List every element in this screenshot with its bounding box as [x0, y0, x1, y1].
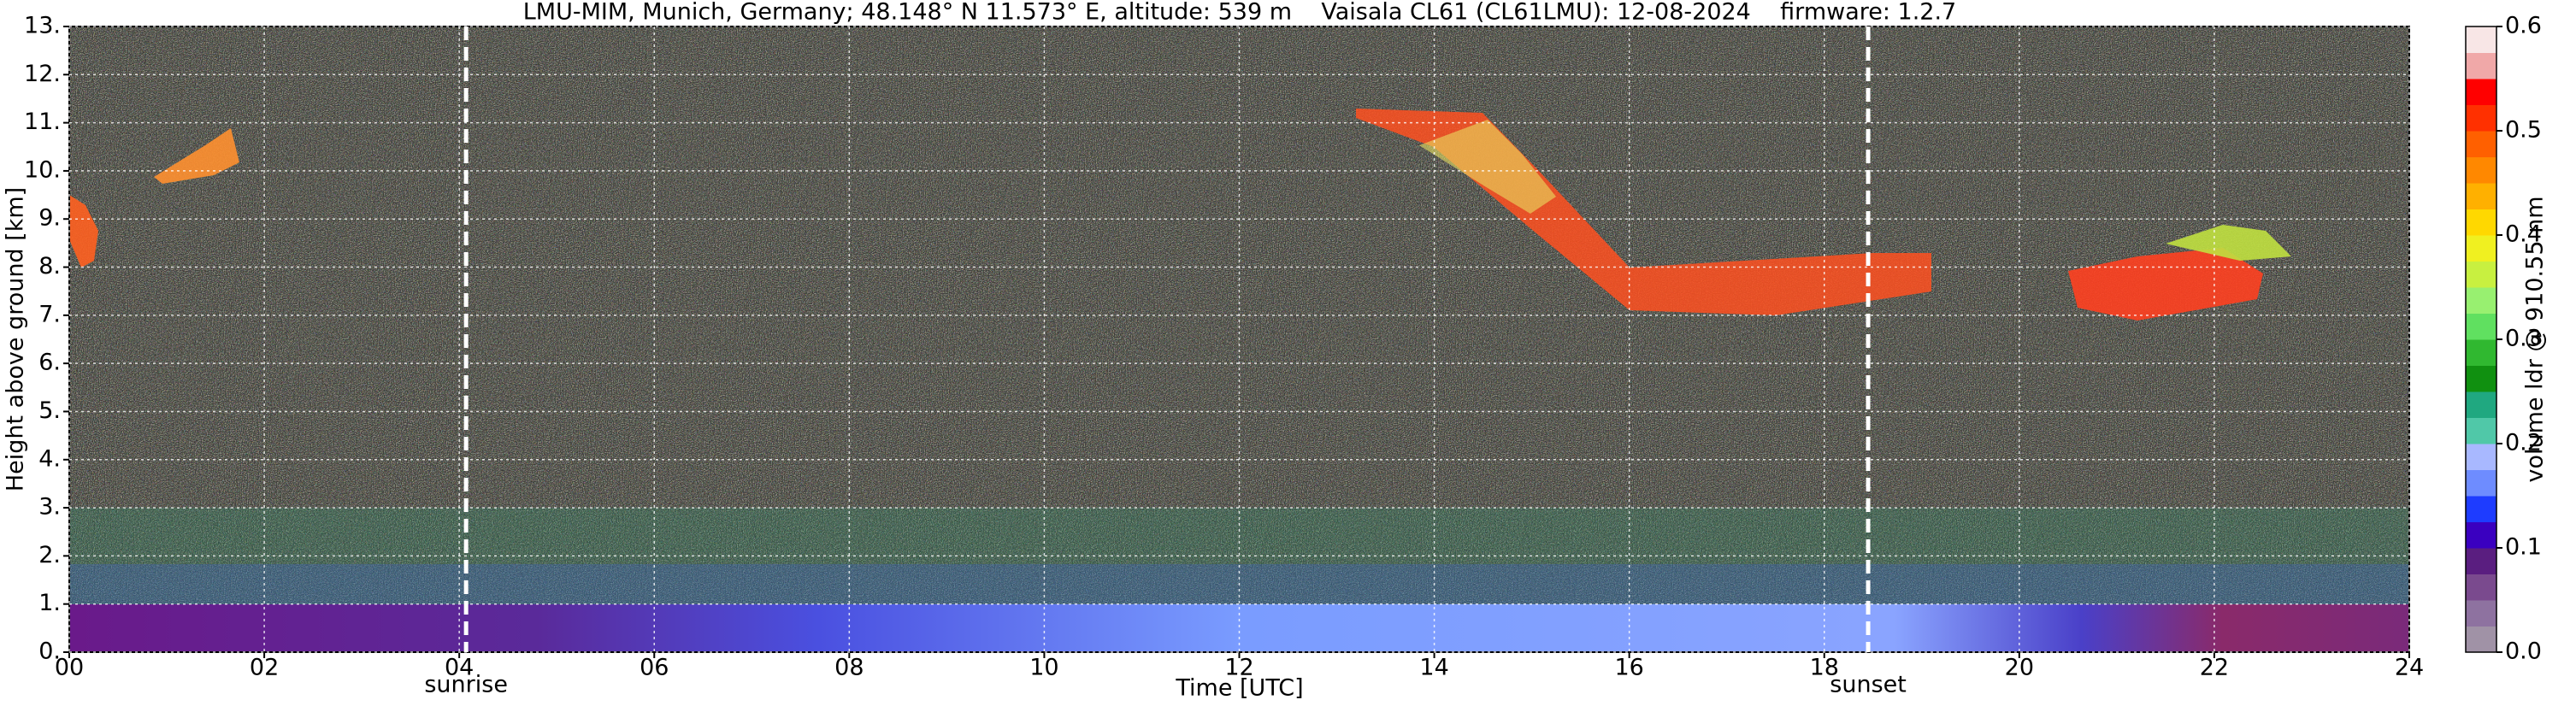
y-tick-label: 6.: [38, 350, 61, 376]
y-tick-label: 5.: [38, 397, 61, 424]
colorbar-segment: [2466, 26, 2496, 53]
y-tick-label: 4.: [38, 445, 61, 472]
colorbar-segment: [2466, 313, 2496, 340]
colorbar-tick-label: 0.2: [2505, 430, 2542, 456]
colorbar-segment: [2466, 548, 2496, 574]
x-tick-label: 18: [1810, 655, 1839, 681]
x-tick-label: 10: [1029, 655, 1058, 681]
x-tick-label: 24: [2395, 655, 2424, 681]
colorbar-segment: [2466, 156, 2496, 184]
colorbar-tick-label: 0.3: [2505, 326, 2542, 352]
colorbar-tick-label: 0.0: [2505, 638, 2542, 665]
annotation-label: sunset: [1830, 672, 1907, 698]
cloud-region: [69, 195, 98, 268]
cloud-region: [2166, 225, 2291, 261]
x-tick-label: 12: [1224, 655, 1253, 681]
y-tick-label: 12.: [24, 61, 61, 87]
colorbar-segment: [2466, 209, 2496, 236]
x-tick-label: 06: [640, 655, 669, 681]
colorbar-tick-label: 0.4: [2505, 221, 2542, 248]
colorbar-segment: [2466, 339, 2496, 366]
x-tick-label: 16: [1614, 655, 1643, 681]
colorbar-tick-label: 0.5: [2505, 117, 2542, 144]
colorbar-segment: [2466, 469, 2496, 497]
x-tick-label: 02: [250, 655, 279, 681]
x-tick-label: 22: [2200, 655, 2229, 681]
colorbar-segment: [2466, 496, 2496, 522]
colorbar-segment: [2466, 444, 2496, 470]
colorbar-segment: [2466, 600, 2496, 627]
colorbar-segment: [2466, 52, 2496, 79]
x-tick-label: 04: [445, 655, 474, 681]
colorbar-segment: [2466, 417, 2496, 444]
y-tick-label: 13.: [24, 13, 61, 39]
y-tick-label: 11.: [24, 109, 61, 135]
x-tick-label: 08: [834, 655, 864, 681]
y-tick-label: 10.: [24, 156, 61, 183]
cloud-region: [154, 128, 239, 184]
colorbar-segment: [2466, 574, 2496, 601]
x-tick-label: 20: [2005, 655, 2034, 681]
y-tick-label: 1.: [38, 590, 61, 616]
colorbar-tick-label: 0.6: [2505, 13, 2542, 39]
chart-title: LMU-MIM, Munich, Germany; 48.148° N 11.5…: [523, 0, 1957, 26]
x-tick-label: 14: [1419, 655, 1448, 681]
cloud-region: [1419, 120, 1556, 214]
colorbar-segment: [2466, 391, 2496, 418]
colorbar-segment: [2466, 104, 2496, 132]
colorbar-segment: [2466, 287, 2496, 314]
colorbar-segment: [2466, 626, 2496, 653]
colorbar-label: volume ldr @ 910.55 nm: [2522, 197, 2549, 483]
x-axis-label: Time [UTC]: [1175, 675, 1303, 702]
y-tick-label: 9.: [38, 205, 61, 232]
y-axis-label: Height above ground [km]: [3, 187, 29, 491]
colorbar-segment: [2466, 261, 2496, 288]
colorbar-segment: [2466, 79, 2496, 105]
y-tick-label: 3.: [38, 494, 61, 521]
colorbar-segment: [2466, 183, 2496, 209]
y-tick-label: 8.: [38, 253, 61, 279]
y-tick-label: 0.: [38, 638, 61, 665]
colorbar-segment: [2466, 365, 2496, 392]
colorbar-segment: [2466, 521, 2496, 549]
colorbar-tick-label: 0.1: [2505, 534, 2542, 561]
annotation-label: sunrise: [424, 672, 508, 698]
y-tick-label: 7.: [38, 301, 61, 327]
y-tick-label: 2.: [38, 542, 61, 568]
colorbar-segment: [2466, 235, 2496, 262]
x-tick-label: 00: [55, 655, 84, 681]
colorbar-segment: [2466, 131, 2496, 157]
